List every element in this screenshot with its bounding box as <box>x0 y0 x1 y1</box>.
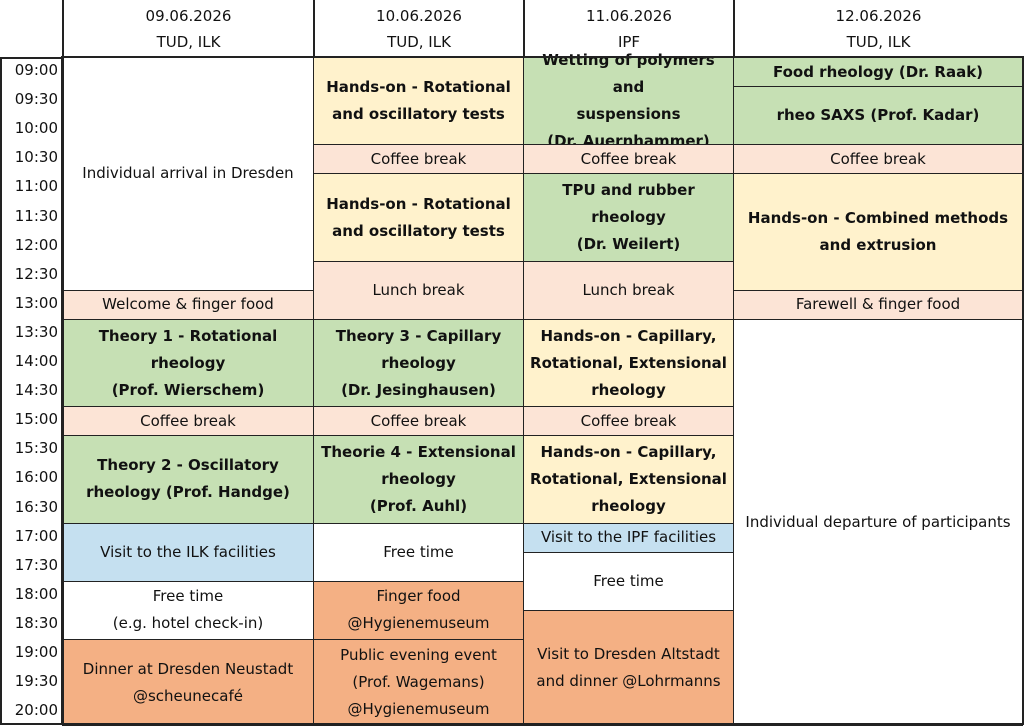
time-label: 18:30 <box>14 613 58 632</box>
schedule-event: rheo SAXS (Prof. Kadar) <box>733 86 1023 146</box>
schedule-event: Finger food @Hygienemuseum <box>313 580 524 640</box>
schedule-event: Hands-on - Combined methods and extrusio… <box>733 173 1023 291</box>
schedule-event: Theory 2 - Oscillatory rheology (Prof. H… <box>62 435 314 524</box>
schedule-event: Theory 3 - Capillary rheology (Dr. Jesin… <box>313 318 524 408</box>
schedule-event: Coffee break <box>523 144 734 175</box>
schedule-event: Lunch break <box>313 260 524 320</box>
time-label: 13:30 <box>14 322 58 341</box>
schedule-event: Visit to Dresden Altstadt and dinner @Lo… <box>523 609 734 726</box>
day-date: 11.06.2026 <box>586 7 672 25</box>
schedule-event: Theory 1 - Rotational rheology (Prof. Wi… <box>62 318 314 408</box>
day-date: 10.06.2026 <box>376 7 462 25</box>
schedule-event: Hands-on - Capillary, Rotational, Extens… <box>523 435 734 524</box>
day-location: TUD, ILK <box>156 33 221 51</box>
schedule-event: Food rheology (Dr. Raak) <box>733 57 1023 88</box>
schedule-event: Individual arrival in Dresden <box>62 57 314 291</box>
time-label: 12:00 <box>14 235 58 254</box>
schedule-event: Wetting of polymers and suspensions (Dr.… <box>523 51 734 150</box>
schedule-event: Farewell & finger food <box>733 289 1023 320</box>
schedule-event: Individual departure of participants <box>733 318 1023 726</box>
schedule-event: TPU and rubber rheology (Dr. Weilert) <box>523 173 734 262</box>
schedule-event: Coffee break <box>733 144 1023 175</box>
schedule-event: Coffee break <box>313 406 524 437</box>
time-label: 20:00 <box>14 701 58 720</box>
schedule-event: Theorie 4 - Extensional rheology (Prof. … <box>313 435 524 524</box>
time-label: 17:30 <box>14 555 58 574</box>
day-location: IPF <box>617 33 641 51</box>
time-label: 11:00 <box>14 177 58 196</box>
day-location: TUD, ILK <box>387 33 451 51</box>
schedule-event: Coffee break <box>62 406 314 437</box>
time-label: 10:30 <box>14 148 58 167</box>
time-label: 14:00 <box>14 352 58 370</box>
time-label: 09:00 <box>14 61 58 79</box>
schedule-event: Visit to the IPF facilities <box>523 522 734 553</box>
schedule-event: Free time <box>523 551 734 611</box>
time-label: 17:00 <box>14 526 58 545</box>
time-label: 16:00 <box>14 468 58 487</box>
time-label: 15:30 <box>14 439 58 458</box>
day-date: 12.06.2026 <box>835 7 922 25</box>
time-label: 16:30 <box>14 497 58 516</box>
schedule-event: Welcome & finger food <box>62 289 314 320</box>
time-label: 14:30 <box>14 381 58 400</box>
schedule-event: Visit to the ILK facilities <box>62 522 314 582</box>
time-label: 18:00 <box>14 584 58 603</box>
schedule-event: Public evening event (Prof. Wagemans) @H… <box>313 639 524 726</box>
schedule-event: Hands-on - Rotational and oscillatory te… <box>313 173 524 262</box>
schedule-event: Hands-on - Capillary, Rotational, Extens… <box>523 318 734 408</box>
day-header: 12.06.2026 TUD, ILK <box>733 0 1022 57</box>
schedule-event: Hands-on - Rotational and oscillatory te… <box>313 57 524 146</box>
day-header: 10.06.2026 TUD, ILK <box>313 0 523 57</box>
time-label: 10:00 <box>14 119 58 138</box>
day-header: 09.06.2026 TUD, ILK <box>62 0 313 57</box>
schedule-event: Coffee break <box>523 406 734 437</box>
time-label: 12:30 <box>14 264 58 283</box>
schedule-event: Lunch break <box>523 260 734 320</box>
day-date: 09.06.2026 <box>145 7 232 25</box>
day-location: TUD, ILK <box>846 33 911 51</box>
schedule-event: Free time (e.g. hotel check-in) <box>62 580 314 640</box>
time-label: 09:30 <box>14 90 58 109</box>
time-label: 11:30 <box>14 206 58 225</box>
schedule-event: Free time <box>313 522 524 582</box>
time-label: 15:00 <box>14 410 58 429</box>
day-header: 11.06.2026 IPF <box>523 0 733 57</box>
time-label: 19:00 <box>14 643 58 661</box>
schedule-event: Coffee break <box>313 144 524 175</box>
time-label: 13:00 <box>14 293 58 312</box>
time-label: 19:30 <box>14 672 58 691</box>
schedule-event: Dinner at Dresden Neustadt @scheunecafé <box>62 639 314 726</box>
